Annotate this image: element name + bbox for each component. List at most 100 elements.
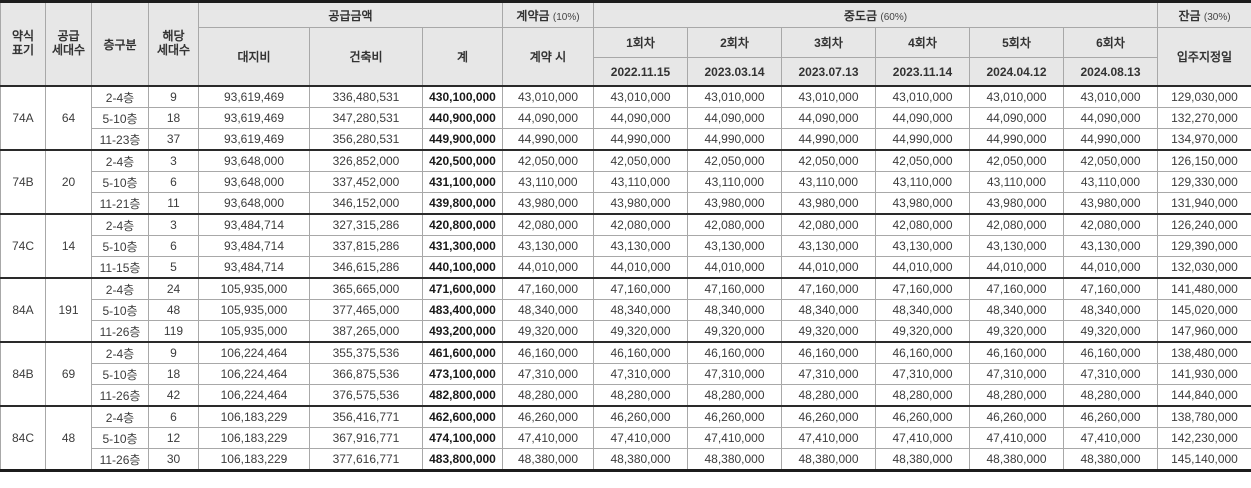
cell-unit-count: 5 — [148, 256, 199, 279]
cell-total: 471,600,000 — [422, 277, 503, 300]
table-row: 84A 191 2-4층 24 105,935,000 365,665,000 471,60… — [0, 277, 1251, 343]
cell-interim-payment-3: 47,410,000 — [781, 427, 876, 449]
cell-land-cost: 93,484,714 — [198, 213, 310, 236]
cell-interim-payment-2: 43,110,000 — [687, 171, 782, 193]
cell-floor: 2-4층 — [91, 149, 149, 172]
col-header-unit-count: 해당 세대수 — [148, 1, 199, 87]
cell-interim-payment-2: 46,160,000 — [687, 341, 782, 364]
cell-balance: 126,150,000 — [1157, 149, 1251, 172]
cell-interim-payment-4: 44,090,000 — [875, 107, 970, 129]
cell-total: 493,200,000 — [422, 320, 503, 343]
cell-interim-payment-4: 47,160,000 — [875, 277, 970, 300]
cell-interim-payment-5: 43,980,000 — [969, 192, 1064, 215]
cell-total: 473,100,000 — [422, 363, 503, 385]
cell-interim-payment-5: 47,410,000 — [969, 427, 1064, 449]
cell-construction-cost: 377,616,771 — [309, 448, 423, 471]
cell-interim-payment-1: 46,160,000 — [593, 341, 688, 364]
cell-construction-cost: 346,152,000 — [309, 192, 423, 215]
table-row: 74B 20 2-4층 3 93,648,000 326,852,000 420,500,0… — [0, 149, 1251, 215]
cell-construction-cost: 377,465,000 — [309, 299, 423, 321]
cell-contract-payment: 48,280,000 — [502, 384, 594, 407]
cell-floor: 11-23층 — [91, 128, 149, 151]
cell-interim-payment-3: 49,320,000 — [781, 320, 876, 343]
cell-interim-payment-5: 42,050,000 — [969, 149, 1064, 172]
cell-floor: 5-10층 — [91, 235, 149, 257]
cell-interim-payment-3: 48,280,000 — [781, 384, 876, 407]
cell-floor: 2-4층 — [91, 213, 149, 236]
cell-interim-payment-1: 43,110,000 — [593, 171, 688, 193]
cell-interim-payment-4: 42,050,000 — [875, 149, 970, 172]
cell-interim-payment-2: 47,310,000 — [687, 363, 782, 385]
cell-interim-payment-4: 44,010,000 — [875, 256, 970, 279]
cell-interim-payment-5: 43,110,000 — [969, 171, 1064, 193]
cell-total: 440,900,000 — [422, 107, 503, 129]
cell-interim-payment-6: 44,990,000 — [1063, 128, 1158, 151]
cell-balance: 132,030,000 — [1157, 256, 1251, 279]
cell-floor: 5-10층 — [91, 107, 149, 129]
cell-interim-payment-4: 47,410,000 — [875, 427, 970, 449]
cell-interim-payment-2: 43,130,000 — [687, 235, 782, 257]
cell-contract-payment: 49,320,000 — [502, 320, 594, 343]
cell-land-cost: 93,484,714 — [198, 256, 310, 279]
cell-balance: 129,330,000 — [1157, 171, 1251, 193]
cell-interim-payment-3: 48,340,000 — [781, 299, 876, 321]
cell-floor: 5-10층 — [91, 171, 149, 193]
cell-unit-count: 3 — [148, 149, 199, 172]
cell-interim-payment-6: 44,090,000 — [1063, 107, 1158, 129]
cell-interim-payment-2: 47,160,000 — [687, 277, 782, 300]
cell-balance: 147,960,000 — [1157, 320, 1251, 343]
cell-balance: 141,480,000 — [1157, 277, 1251, 300]
cell-type: 84B — [0, 341, 46, 407]
cell-total: 462,600,000 — [422, 405, 503, 428]
cell-interim-payment-3: 43,110,000 — [781, 171, 876, 193]
cell-floor: 2-4층 — [91, 277, 149, 300]
cell-interim-payment-3: 43,130,000 — [781, 235, 876, 257]
cell-unit-count: 18 — [148, 363, 199, 385]
cell-construction-cost: 365,665,000 — [309, 277, 423, 300]
cell-interim-payment-5: 44,010,000 — [969, 256, 1064, 279]
cell-interim-payment-3: 42,080,000 — [781, 213, 876, 236]
cell-interim-payment-5: 44,990,000 — [969, 128, 1064, 151]
cell-balance: 129,390,000 — [1157, 235, 1251, 257]
balance-percent: (30%) — [1203, 11, 1231, 23]
cell-type: 74A — [0, 85, 46, 151]
cell-land-cost: 106,224,464 — [198, 363, 310, 385]
cell-construction-cost: 327,315,286 — [309, 213, 423, 236]
table-row: 84C 48 2-4층 6 106,183,229 356,416,771 462,600,… — [0, 405, 1251, 471]
cell-land-cost: 93,648,000 — [198, 192, 310, 215]
cell-construction-cost: 337,815,286 — [309, 235, 423, 257]
cell-interim-payment-1: 44,990,000 — [593, 128, 688, 151]
cell-interim-payment-4: 42,080,000 — [875, 213, 970, 236]
cell-contract-payment: 43,130,000 — [502, 235, 594, 257]
cell-construction-cost: 356,280,531 — [309, 128, 423, 151]
cell-interim-payment-6: 49,320,000 — [1063, 320, 1158, 343]
cell-supply-count: 69 — [45, 341, 92, 407]
cell-unit-count: 3 — [148, 213, 199, 236]
interim-percent: (60%) — [880, 11, 908, 23]
cell-total: 440,100,000 — [422, 256, 503, 279]
cell-interim-payment-3: 43,010,000 — [781, 85, 876, 108]
cell-interim-payment-6: 47,310,000 — [1063, 363, 1158, 385]
cell-interim-payment-5: 48,340,000 — [969, 299, 1064, 321]
cell-land-cost: 93,484,714 — [198, 235, 310, 257]
cell-floor: 2-4층 — [91, 341, 149, 364]
cell-balance: 145,020,000 — [1157, 299, 1251, 321]
cell-unit-count: 12 — [148, 427, 199, 449]
cell-construction-cost: 355,375,536 — [309, 341, 423, 364]
cell-floor: 5-10층 — [91, 299, 149, 321]
table-row: 11-26층 119 105,935,000 387,265,000 493,200,0… — [1, 320, 1251, 343]
cell-land-cost: 105,935,000 — [198, 320, 310, 343]
cell-interim-payment-5: 44,090,000 — [969, 107, 1064, 129]
cell-contract-payment: 42,050,000 — [502, 149, 594, 172]
cell-contract-payment: 42,080,000 — [502, 213, 594, 236]
table-row: 74C 14 2-4층 3 93,484,714 327,315,286 420,800,0… — [0, 213, 1251, 279]
cell-interim-payment-3: 47,310,000 — [781, 363, 876, 385]
cell-contract-payment: 44,010,000 — [502, 256, 594, 279]
cell-construction-cost: 356,416,771 — [309, 405, 423, 428]
cell-interim-payment-2: 48,280,000 — [687, 384, 782, 407]
cell-land-cost: 93,619,469 — [198, 128, 310, 151]
cell-construction-cost: 376,575,536 — [309, 384, 423, 407]
cell-contract-payment: 47,160,000 — [502, 277, 594, 300]
cell-balance: 132,270,000 — [1157, 107, 1251, 129]
